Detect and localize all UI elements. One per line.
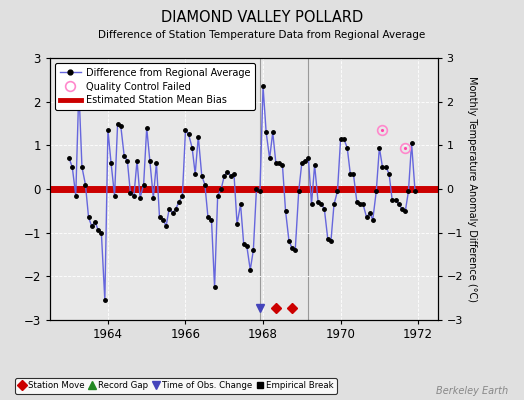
Legend: Difference from Regional Average, Quality Control Failed, Estimated Station Mean: Difference from Regional Average, Qualit… xyxy=(54,63,255,110)
Text: Difference of Station Temperature Data from Regional Average: Difference of Station Temperature Data f… xyxy=(99,30,425,40)
Text: Berkeley Earth: Berkeley Earth xyxy=(436,386,508,396)
Y-axis label: Monthly Temperature Anomaly Difference (°C): Monthly Temperature Anomaly Difference (… xyxy=(467,76,477,302)
Text: DIAMOND VALLEY POLLARD: DIAMOND VALLEY POLLARD xyxy=(161,10,363,25)
Legend: Station Move, Record Gap, Time of Obs. Change, Empirical Break: Station Move, Record Gap, Time of Obs. C… xyxy=(15,378,337,394)
